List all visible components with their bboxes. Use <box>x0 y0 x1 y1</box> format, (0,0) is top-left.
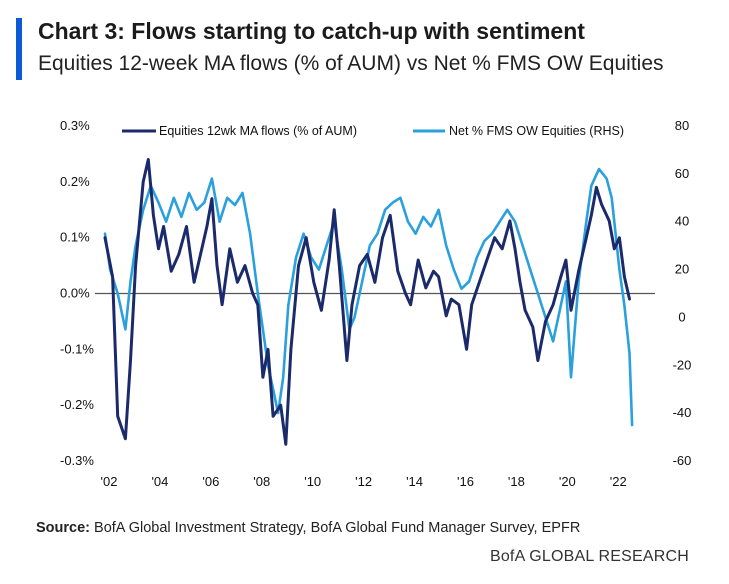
x-tick-label: '14 <box>406 474 423 489</box>
right-tick-label: -40 <box>673 405 692 420</box>
accent-bar <box>16 18 22 80</box>
legend-label-fms: Net % FMS OW Equities (RHS) <box>449 124 624 138</box>
right-tick-label: 40 <box>675 214 689 229</box>
x-tick-label: '04 <box>151 474 168 489</box>
x-tick-label: '12 <box>355 474 372 489</box>
left-axis: 0.3% 0.2% 0.1% 0.0% -0.1% -0.2% -0.3% <box>60 118 94 468</box>
x-tick-label: '06 <box>202 474 219 489</box>
right-tick-label: 80 <box>675 118 689 133</box>
left-tick-label: 0.3% <box>60 118 90 133</box>
x-tick-label: '10 <box>304 474 321 489</box>
left-tick-label: 0.1% <box>60 230 90 245</box>
left-tick-label: 0.0% <box>60 286 90 301</box>
source-label: Source: <box>36 520 90 536</box>
chart-title: Chart 3: Flows starting to catch-up with… <box>38 18 585 44</box>
right-tick-label: -20 <box>673 357 692 372</box>
x-axis: '02 '04 '06 '08 '10 '12 '14 '16 '18 '20 '22 <box>101 474 627 489</box>
right-tick-label: 0 <box>678 309 685 324</box>
x-tick-label: '20 <box>559 474 576 489</box>
x-tick-label: '18 <box>508 474 525 489</box>
series-layer <box>103 158 634 446</box>
legend-label-flows: Equities 12wk MA flows (% of AUM) <box>159 124 357 138</box>
x-tick-label: '16 <box>457 474 474 489</box>
series-line-fms <box>103 167 634 427</box>
x-tick-label: '02 <box>101 474 118 489</box>
source-note: Source: BofA Global Investment Strategy,… <box>36 520 580 536</box>
left-tick-label: -0.1% <box>60 341 94 356</box>
x-tick-label: '22 <box>610 474 627 489</box>
left-tick-label: -0.3% <box>60 453 94 468</box>
right-axis: 80 60 40 20 0 -20 -40 -60 <box>673 118 692 468</box>
chart-subtitle: Equities 12-week MA flows (% of AUM) vs … <box>38 52 664 75</box>
source-text: BofA Global Investment Strategy, BofA Gl… <box>90 520 581 536</box>
right-tick-label: -60 <box>673 453 692 468</box>
right-tick-label: 20 <box>675 262 689 277</box>
legend: Equities 12wk MA flows (% of AUM) Net % … <box>122 124 624 138</box>
left-tick-label: -0.2% <box>60 397 94 412</box>
brand-label: BofA GLOBAL RESEARCH <box>489 548 689 565</box>
series-line-flows <box>103 158 631 446</box>
x-tick-label: '08 <box>253 474 270 489</box>
left-tick-label: 0.2% <box>60 174 90 189</box>
right-tick-label: 60 <box>675 166 689 181</box>
